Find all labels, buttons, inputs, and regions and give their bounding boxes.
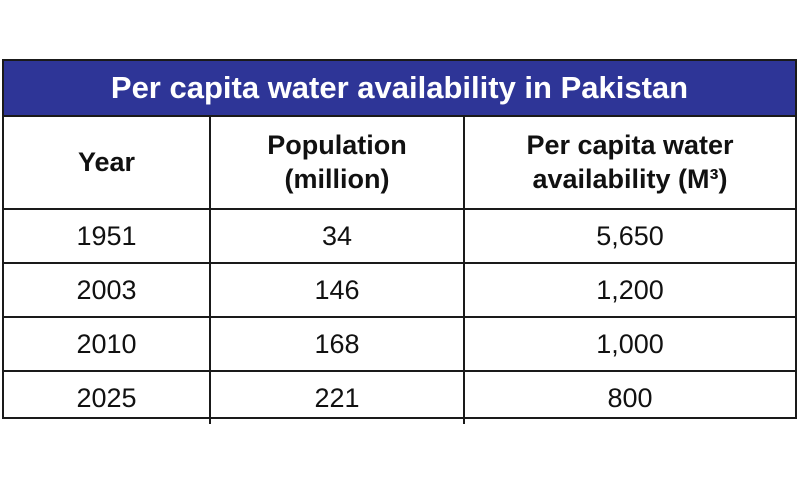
- column-header-population: Population (million): [210, 117, 465, 210]
- cell-water-availability: 1,200: [464, 263, 795, 318]
- cell-year: 1951: [4, 209, 211, 264]
- cell-population: 146: [210, 263, 465, 318]
- header-line: availability (M³): [532, 163, 728, 194]
- column-header-water-availability: Per capita water availability (M³): [464, 117, 795, 210]
- header-line: Population: [267, 129, 407, 160]
- water-availability-table: Per capita water availability in Pakista…: [2, 59, 797, 424]
- data-table: Year Population (million) Per capita wat…: [4, 117, 795, 424]
- cell-population: 34: [210, 209, 465, 264]
- header-line: Per capita water: [526, 129, 734, 160]
- table-row: 1951 34 5,650: [4, 209, 795, 264]
- table-row: 2003 146 1,200: [4, 263, 795, 318]
- table-title: Per capita water availability in Pakista…: [4, 61, 795, 117]
- cell-year: 2010: [4, 317, 211, 372]
- cell-water-availability: 1,000: [464, 317, 795, 372]
- cell-population: 221: [210, 371, 465, 424]
- header-row: Year Population (million) Per capita wat…: [4, 117, 795, 210]
- table-row: 2025 221 800: [4, 371, 795, 424]
- table-row: 2010 168 1,000: [4, 317, 795, 372]
- column-header-year: Year: [4, 117, 211, 210]
- cell-water-availability: 800: [607, 382, 653, 413]
- cell-year: 2003: [4, 263, 211, 318]
- cell-water-availability: 5,650: [464, 209, 795, 264]
- header-line: (million): [284, 163, 390, 194]
- cell-population: 168: [210, 317, 465, 372]
- cell-year: 2025: [4, 371, 211, 424]
- header-line: Year: [77, 146, 136, 177]
